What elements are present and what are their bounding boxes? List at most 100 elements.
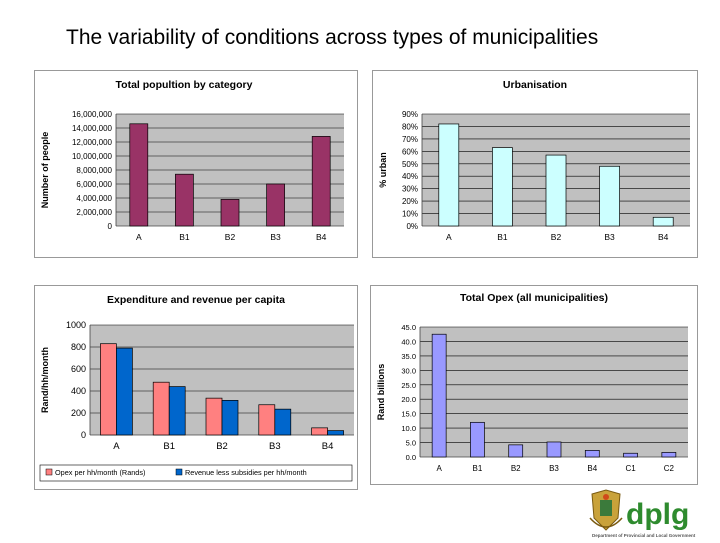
legend-swatch <box>45 468 53 476</box>
x-tick-label: B3 <box>270 232 281 242</box>
legend-label: Opex per hh/month (Rands) <box>55 468 145 477</box>
bar <box>258 404 276 436</box>
x-tick-label: B1 <box>497 232 508 242</box>
y-tick-label: 20% <box>402 197 418 206</box>
x-tick-label: B1 <box>179 232 190 242</box>
total-opex-chart: Total Opex (all municipalities) 0.0 5.0 10.… <box>370 285 698 485</box>
bar <box>221 399 239 436</box>
bar <box>266 183 285 227</box>
x-tick-label: A <box>446 232 452 242</box>
expenditure-chart-panel: Expenditure and revenue per capita 0 200 40… <box>34 285 358 490</box>
logo-graphic: dplg Department of Provincial and Local … <box>589 489 696 538</box>
bar <box>100 343 117 436</box>
bar <box>129 123 149 227</box>
x-tick-label: A <box>436 464 442 473</box>
legend-label: Revenue less subsidies per hh/month <box>185 468 307 477</box>
population-chart: Total popultion by category 0 2,000,000 4,0… <box>34 70 358 258</box>
y-tick-label: 10% <box>402 210 418 219</box>
bar <box>327 430 344 436</box>
bar <box>623 452 638 458</box>
bar <box>652 216 674 227</box>
x-tick-label: B4 <box>658 232 669 242</box>
urbanisation-chart-panel: Urbanisation 0% 10% 20% 30% 40% 50% 60% 70% 80% 90… <box>372 70 698 258</box>
y-tick-label: 30.0 <box>401 366 416 375</box>
bar <box>508 444 524 458</box>
y-tick-label: 0 <box>108 222 113 231</box>
y-tick-label: 200 <box>71 408 86 418</box>
urbanisation-chart: Urbanisation 0% 10% 20% 30% 40% 50% 60% 70% 80% 90… <box>372 70 698 258</box>
y-tick-label: 25.0 <box>401 381 416 390</box>
x-tick-label: B2 <box>551 232 562 242</box>
coat-of-arms-icon <box>589 489 623 531</box>
y-tick-label: 10,000,000 <box>72 152 113 161</box>
bar <box>220 199 240 227</box>
y-tick-label: 5.0 <box>406 439 416 448</box>
plot-area <box>420 327 688 457</box>
x-tick-label: B2 <box>216 441 228 452</box>
y-tick-label: 40.0 <box>401 337 416 346</box>
x-tick-label: B3 <box>269 441 281 452</box>
logo-wordmark: dplg <box>626 498 689 531</box>
x-tick-label: B1 <box>163 441 175 452</box>
x-tick-label: C1 <box>625 464 636 473</box>
x-tick-label: A <box>136 232 142 242</box>
y-tick-label: 80% <box>402 122 418 131</box>
chart-title: Expenditure and revenue per capita <box>107 294 285 306</box>
y-tick-label: 35.0 <box>401 352 416 361</box>
y-tick-label: 1000 <box>66 320 86 330</box>
y-tick-label: 30% <box>402 185 418 194</box>
logo-tagline: Department of Provincial and Local Gover… <box>592 533 696 538</box>
y-axis-label: % urban <box>378 152 388 188</box>
x-tick-label: C2 <box>664 464 675 473</box>
y-tick-label: 90% <box>402 110 418 119</box>
y-tick-label: 4,000,000 <box>76 194 112 203</box>
bar <box>546 441 562 458</box>
y-tick-label: 0.0 <box>406 453 416 462</box>
y-tick-label: 400 <box>71 386 86 396</box>
bar <box>661 452 677 458</box>
bar <box>116 347 133 436</box>
y-tick-label: 800 <box>71 342 86 352</box>
y-axis-label: Rand billions <box>376 364 386 421</box>
x-tick-label: B4 <box>322 441 334 452</box>
chart-title: Total Opex (all municipalities) <box>460 292 608 304</box>
x-tick-label: B2 <box>225 232 236 242</box>
expenditure-revenue-chart: Expenditure and revenue per capita 0 200 40… <box>34 285 358 490</box>
y-tick-label: 70% <box>402 135 418 144</box>
y-tick-label: 16,000,000 <box>72 110 113 119</box>
chart-title: Urbanisation <box>503 79 567 91</box>
y-tick-label: 20.0 <box>401 395 416 404</box>
bar <box>584 450 600 458</box>
y-tick-label: 45.0 <box>401 323 416 332</box>
x-tick-label: B3 <box>604 232 615 242</box>
y-tick-label: 6,000,000 <box>76 180 112 189</box>
x-tick-label: B3 <box>549 464 559 473</box>
population-chart-panel: Total popultion by category 0 2,000,000 4,0… <box>34 70 358 258</box>
bar <box>175 173 194 227</box>
bar <box>545 154 567 227</box>
y-tick-label: 2,000,000 <box>76 208 112 217</box>
bar <box>431 333 447 458</box>
y-tick-label: 600 <box>71 364 86 374</box>
opex-chart-panel: Total Opex (all municipalities) 0.0 5.0 10.… <box>370 285 698 485</box>
x-tick-label: A <box>113 441 120 452</box>
dplg-logo: dplg Department of Provincial and Local … <box>586 488 714 538</box>
bar <box>470 421 485 458</box>
legend-box <box>39 464 353 482</box>
y-tick-label: 12,000,000 <box>72 138 113 147</box>
bar <box>274 408 292 436</box>
y-tick-label: 14,000,000 <box>72 124 113 133</box>
bar <box>205 397 223 436</box>
x-tick-label: B1 <box>473 464 483 473</box>
x-tick-label: B4 <box>316 232 327 242</box>
legend-swatch <box>175 468 183 476</box>
y-tick-label: 0 <box>81 430 86 440</box>
x-tick-label: B2 <box>511 464 521 473</box>
bar <box>152 381 170 436</box>
chart-title: Total popultion by category <box>116 79 253 91</box>
y-tick-label: 60% <box>402 147 418 156</box>
bar <box>492 147 513 227</box>
bar <box>438 123 460 227</box>
slide-title: The variability of conditions across typ… <box>66 26 599 49</box>
bar <box>599 165 620 227</box>
